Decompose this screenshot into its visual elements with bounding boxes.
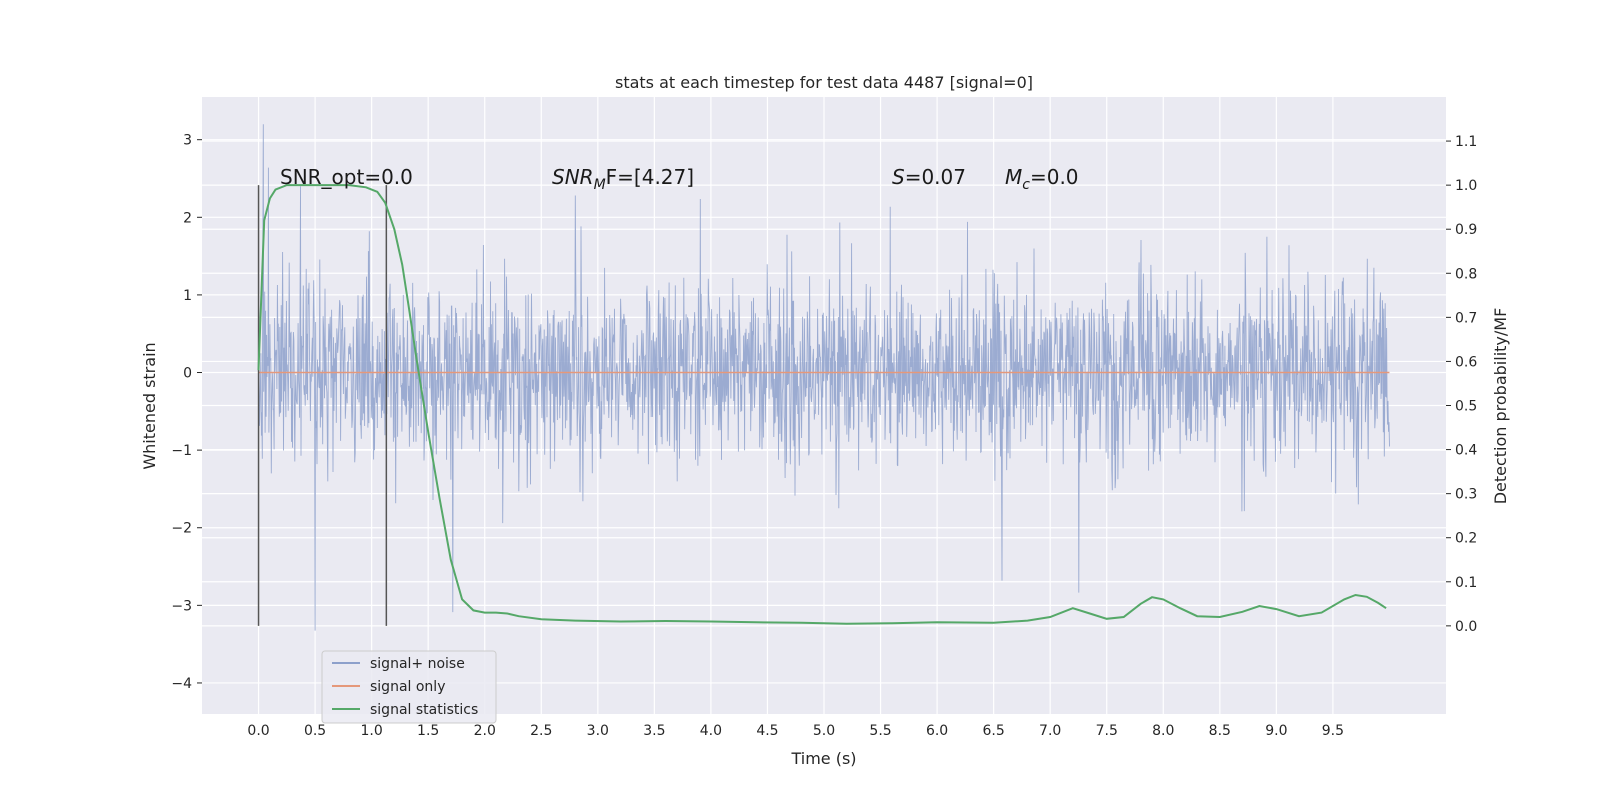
y-right-axis-label: Detection probability/MF <box>1491 308 1510 505</box>
s-rest: =0.07 <box>905 165 966 189</box>
y-right-tick-label: 0.6 <box>1455 354 1477 370</box>
legend-label-signal: signal only <box>370 679 445 695</box>
x-tick-label: 9.5 <box>1322 723 1344 739</box>
x-tick-label: 6.0 <box>926 723 948 739</box>
y-right-tick-label: 0.4 <box>1455 443 1477 459</box>
snr-mf-rest: F=[4.27] <box>606 165 694 189</box>
snr-mf-sub: M <box>594 177 606 193</box>
mc-main: M <box>1005 165 1022 189</box>
legend-label-noise: signal+ noise <box>370 656 465 672</box>
y-right-tick-label: 1.0 <box>1455 178 1477 194</box>
snr-mf-main: SNR <box>552 165 594 189</box>
series-signal-statistics <box>257 184 1387 625</box>
y-left-tick-label: −2 <box>171 521 192 537</box>
y-left-tick-label: 0 <box>183 366 192 382</box>
annotation-snr-opt: SNR_opt=0.0 <box>280 165 413 189</box>
x-tick-label: 5.0 <box>813 723 835 739</box>
legend-label-stats: signal statistics <box>370 702 478 718</box>
y-right-tick-label: 0.2 <box>1455 531 1477 547</box>
y-right-tick-label: 0.3 <box>1455 487 1477 503</box>
x-tick-label: 3.5 <box>643 723 665 739</box>
x-tick-label: 9.0 <box>1265 723 1287 739</box>
annotation-snr-mf: SNRMF=[4.27] <box>552 165 694 193</box>
x-tick-label: 3.0 <box>587 723 609 739</box>
legend: signal+ noise signal only signal statist… <box>321 650 497 724</box>
series-signal-noise <box>258 124 1390 631</box>
y-right-tick-label: 0.0 <box>1455 619 1477 635</box>
x-tick-label: 7.5 <box>1096 723 1118 739</box>
legend-box <box>321 650 497 724</box>
chart-title: stats at each timestep for test data 448… <box>615 73 1033 92</box>
y-right-tick-label: 0.8 <box>1455 266 1477 282</box>
y-left-tick-label: −1 <box>171 443 192 459</box>
mc-rest: =0.0 <box>1030 165 1079 189</box>
x-tick-label: 1.0 <box>361 723 383 739</box>
x-tick-label: 0.0 <box>247 723 269 739</box>
y-left-tick-label: 2 <box>183 210 192 226</box>
noise-trace <box>258 124 1390 631</box>
x-tick-label: 4.5 <box>756 723 778 739</box>
y-left-tick-label: −3 <box>171 598 192 614</box>
x-tick-label: 8.5 <box>1209 723 1231 739</box>
x-tick-label: 8.0 <box>1152 723 1174 739</box>
annotation-mc: Mc=0.0 <box>1005 165 1079 193</box>
x-tick-labels: 0.0 0.5 1.0 1.5 2.0 2.5 3.0 3.5 4.0 4.5 5.0 5.5 6.0 6… <box>247 723 1344 739</box>
y-left-tick-label: 1 <box>183 288 192 304</box>
x-tick-label: 5.5 <box>869 723 891 739</box>
x-tick-label: 2.5 <box>530 723 552 739</box>
x-tick-label: 7.0 <box>1039 723 1061 739</box>
y-right-tick-label: 0.7 <box>1455 310 1477 326</box>
y-right-tick-label: 0.5 <box>1455 399 1477 415</box>
x-axis-label: Time (s) <box>790 749 856 768</box>
vertical-markers <box>257 185 388 626</box>
y-right-tick-label: 0.9 <box>1455 222 1477 238</box>
s-main: S <box>892 165 905 189</box>
y-right-tick-labels: 1.1 1.0 0.9 0.8 0.7 0.6 0.5 0.4 0.3 0.2 0.1 0.0 <box>1446 134 1477 635</box>
mc-sub: c <box>1022 177 1030 193</box>
y-right-tick-label: 0.1 <box>1455 575 1477 591</box>
x-tick-label: 1.5 <box>417 723 439 739</box>
x-tick-label: 2.0 <box>474 723 496 739</box>
y-left-tick-label: 3 <box>183 133 192 149</box>
y-right-tick-label: 1.1 <box>1455 134 1477 150</box>
annotation-s: S=0.07 <box>892 165 966 189</box>
x-tick-label: 0.5 <box>304 723 326 739</box>
x-tick-label: 4.0 <box>700 723 722 739</box>
y-left-axis-label: Whitened strain <box>140 342 159 469</box>
y-left-tick-labels: 3 2 1 0 −1 −2 −3 −4 <box>171 133 202 692</box>
x-tick-label: 6.5 <box>983 723 1005 739</box>
y-left-tick-label: −4 <box>171 676 192 692</box>
